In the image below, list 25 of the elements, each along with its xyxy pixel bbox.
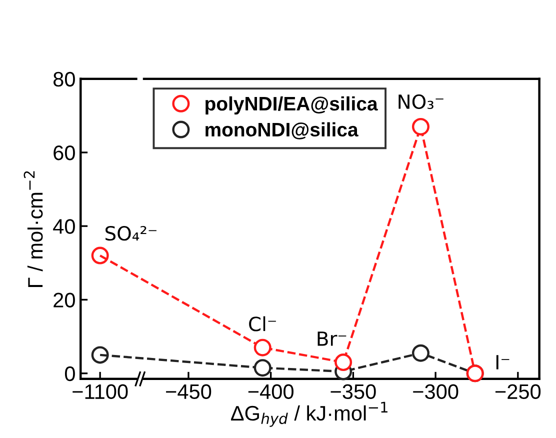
point xyxy=(334,354,352,372)
x-tick-label: −400 xyxy=(248,384,294,400)
point xyxy=(412,344,430,362)
point xyxy=(254,338,272,356)
point xyxy=(254,359,272,377)
x-tick-label: −450 xyxy=(166,384,212,400)
legend-label: polyNDI/EA@silica xyxy=(206,96,378,114)
y-tick-label: 0 xyxy=(64,366,75,382)
point xyxy=(412,118,430,136)
annotation: Br⁻ xyxy=(318,332,346,346)
x-tick-label: −1100 xyxy=(72,384,128,400)
y-tick-label: 40 xyxy=(53,219,75,234)
annotation: I⁻ xyxy=(496,355,510,370)
y-tick-label: 20 xyxy=(54,292,75,308)
legend-label: monoNDI@silica xyxy=(206,122,358,140)
y-tick-label: 60 xyxy=(54,145,75,160)
y-tick-label: 80 xyxy=(53,72,75,87)
x-axis-title: ΔG$_{hyd}$ / kJ·mol$^{−1}$ xyxy=(231,402,388,427)
annotation: Cl⁻ xyxy=(249,316,276,332)
annotation: NO₃⁻ xyxy=(398,94,444,110)
annotation: SO₄²⁻ xyxy=(106,226,156,241)
x-tick-label: −300 xyxy=(413,384,458,400)
x-tick-label: −250 xyxy=(495,384,541,400)
y-axis-title: Γ / mol·cm$^{−2}$ xyxy=(24,171,43,287)
x-tick-label: −350 xyxy=(330,384,376,400)
